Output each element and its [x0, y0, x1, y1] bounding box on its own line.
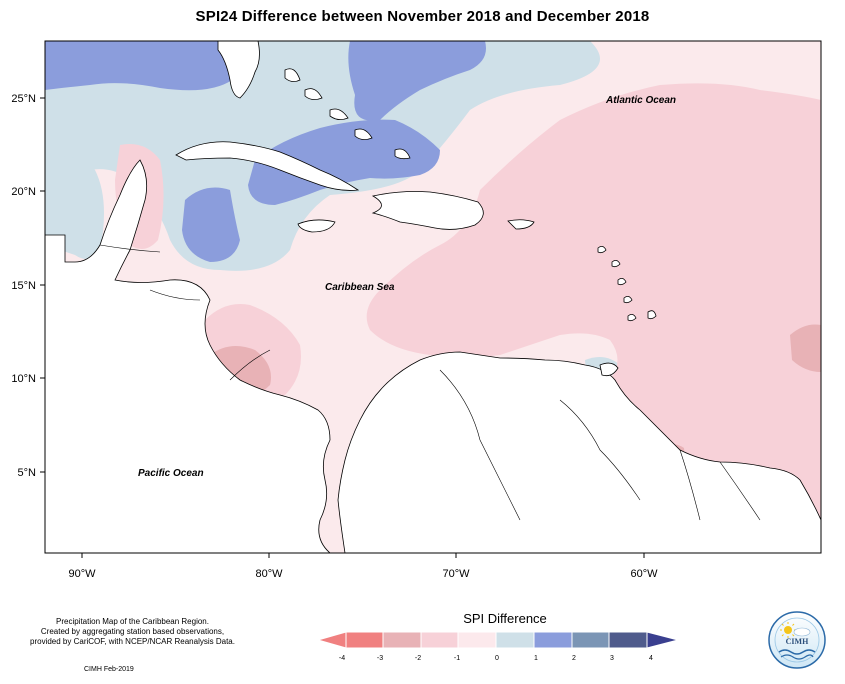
logo-ring — [768, 611, 826, 669]
footer-line: Created by aggregating station based obs… — [40, 627, 225, 636]
land-central-america — [45, 159, 331, 553]
land-bahamas-4 — [354, 128, 373, 140]
map-frame — [44, 40, 822, 554]
legend-tick-label: 4 — [649, 655, 653, 662]
legend-swatch-pos2 — [533, 631, 573, 649]
legend-swatch-neg1 — [420, 631, 459, 649]
legend-title: SPI Difference — [463, 611, 547, 626]
atlantic-ocean-label: Atlantic Ocean — [605, 95, 676, 106]
land-puerto-rico — [507, 219, 535, 230]
land-jamaica — [297, 219, 336, 233]
land-bahamas-2 — [304, 88, 323, 100]
land-antilles-5 — [627, 314, 637, 322]
legend-ticks: -4 -3 -2 -1 0 1 2 3 4 — [339, 655, 653, 662]
land-bahamas-3 — [329, 108, 349, 120]
lon-axis: 90°W 80°W 70°W 60°W — [68, 553, 658, 580]
footer-description: Precipitation Map of the Caribbean Regio… — [20, 617, 245, 647]
lat-tick-label: 15°N — [11, 280, 36, 292]
lon-tick-label: 70°W — [442, 568, 470, 580]
lat-tick-label: 20°N — [11, 186, 36, 198]
spi-zone-pink-east — [366, 83, 821, 553]
legend-swatch-zero — [457, 631, 497, 649]
lat-tick-label: 25°N — [11, 93, 36, 105]
land-antilles-1 — [597, 246, 607, 254]
land-south-america — [337, 351, 821, 553]
sun-icon — [780, 622, 796, 638]
map-area — [45, 41, 821, 553]
lat-tick-label: 5°N — [18, 467, 37, 479]
spi-zone-blue-florida — [45, 41, 235, 91]
spi-zone-blue-bahamas — [348, 41, 486, 121]
footer-line: provided by CariCOF, with NCEP/NCAR Rean… — [30, 637, 235, 646]
legend-tick-label: 2 — [572, 655, 576, 662]
logo-text: CIMH — [786, 637, 809, 646]
wave-icon — [778, 649, 816, 660]
legend-tick-label: -4 — [339, 655, 345, 662]
land-antilles-2 — [611, 260, 621, 268]
legend-swatch-max — [646, 631, 679, 649]
spi-zone-mauve-east — [790, 324, 821, 372]
land-bahamas-5 — [394, 148, 411, 160]
legend-tick-label: 1 — [534, 655, 538, 662]
pacific-ocean-label: Pacific Ocean — [138, 468, 204, 479]
cimh-logo: CIMH — [768, 611, 826, 669]
land-cuba — [175, 141, 360, 191]
lon-tick-label: 90°W — [68, 568, 96, 580]
land-masses — [45, 41, 821, 553]
country-borders — [99, 244, 761, 521]
spi-zone-blue-cuba — [248, 119, 440, 205]
legend-colorbar — [316, 631, 679, 649]
legend-swatch-neg2 — [382, 631, 422, 649]
lat-axis: 25°N 20°N 15°N 10°N 5°N — [11, 93, 45, 479]
land-hispaniola — [371, 191, 484, 230]
legend-tick-label: 3 — [610, 655, 614, 662]
legend-swatch-pos1 — [495, 631, 535, 649]
map-title: SPI24 Difference between November 2018 a… — [195, 8, 650, 25]
spi-zone-light-blue-gulf — [45, 156, 104, 259]
land-bahamas-1 — [284, 68, 301, 82]
legend-swatch-neg3 — [345, 631, 384, 649]
land-antilles-4 — [623, 296, 633, 304]
footer-line: Precipitation Map of the Caribbean Regio… — [56, 617, 209, 626]
lon-tick-label: 80°W — [255, 568, 283, 580]
legend-tick-label: -1 — [454, 655, 460, 662]
caribbean-sea-label: Caribbean Sea — [325, 282, 395, 293]
footer-credit: CIMH Feb-2019 — [84, 666, 134, 673]
cloud-icon — [793, 627, 811, 637]
legend-swatch-neg4 — [316, 631, 347, 649]
land-antilles-6 — [647, 310, 657, 320]
legend-swatch-pos4 — [608, 631, 648, 649]
land-florida — [217, 41, 260, 99]
lat-tick-label: 10°N — [11, 373, 36, 385]
legend-tick-label: -3 — [377, 655, 383, 662]
legend-tick-label: 0 — [495, 655, 499, 662]
lon-tick-label: 60°W — [630, 568, 658, 580]
land-trinidad — [599, 362, 619, 377]
legend-tick-label: -2 — [415, 655, 421, 662]
legend-swatch-pos3 — [571, 631, 610, 649]
land-antilles-3 — [617, 278, 627, 286]
spi-zone-blue-west — [182, 187, 240, 262]
logo-inner-ring — [774, 617, 820, 663]
